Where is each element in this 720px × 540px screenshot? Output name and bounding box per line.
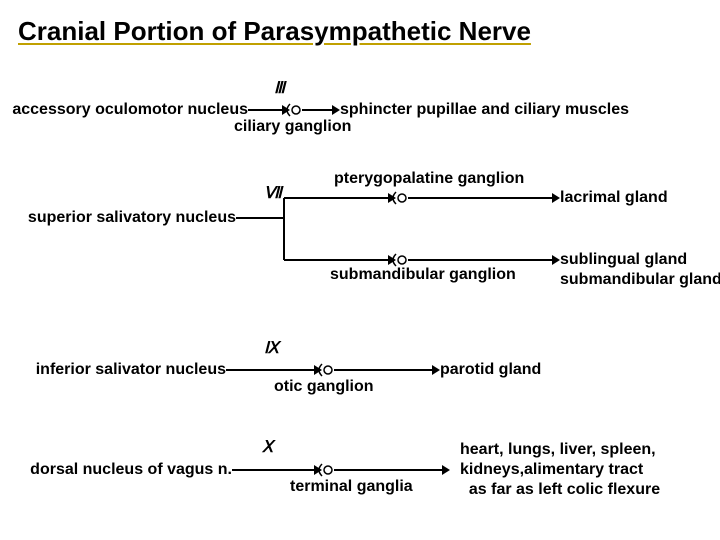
- diagram-svg: [0, 0, 720, 540]
